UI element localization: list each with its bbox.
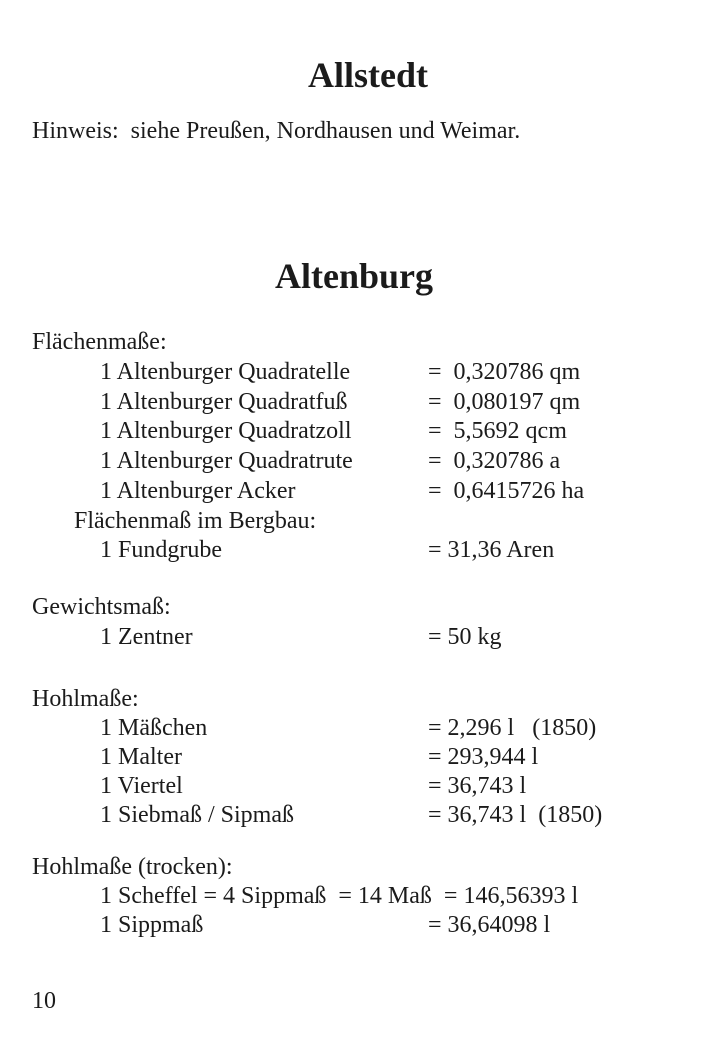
row-label: 1 Altenburger Quadratzoll [100,418,352,444]
row-value: = 50 kg [428,624,502,650]
row-label: 1 Altenburger Acker [100,478,296,504]
row-label: 1 Zentner [100,624,193,650]
measure-row: 1 Scheffel = 4 Sippmaß = 14 Maß = 146,56… [0,881,708,911]
row-label: 1 Scheffel = 4 Sippmaß = 14 Maß = 146,56… [100,883,579,909]
measure-row: 1 Altenburger Quadratzoll = 5,5692 qcm [0,416,708,446]
allstedt-title: Allstedt [308,55,428,95]
measure-row: 1 Mäßchen = 2,296 l (1850) [0,713,708,743]
altenburg-title: Altenburg [274,256,433,296]
measure-row: 1 Fundgrube = 31,36 Aren [0,535,708,565]
row-value: = 36,743 l (1850) [428,802,603,828]
row-label: 1 Mäßchen [100,715,208,741]
measure-row: 1 Malter = 293,944 l [0,742,708,772]
row-value: = 31,36 Aren [428,537,555,563]
row-label: 1 Siebmaß / Sipmaß [100,802,294,828]
measure-row: 1 Siebmaß / Sipmaß = 36,743 l (1850) [0,800,708,830]
measure-row: 1 Altenburger Quadratfuß = 0,080197 qm [0,387,708,417]
row-value: = 36,64098 l [428,912,551,938]
row-value: = 0,320786 a [428,448,561,474]
measure-row: 1 Altenburger Acker = 0,6415726 ha [0,476,708,506]
page-footer: 10 [0,986,708,1016]
section-heading: Hohlmaße: [32,686,139,712]
hohlmasse-trocken-heading: Hohlmaße (trocken): [0,852,708,882]
page-number: 10 [32,988,56,1014]
row-value: = 2,296 l (1850) [428,715,597,741]
row-label: 1 Sippmaß [100,912,204,938]
section-heading: Flächenmaße: [32,329,167,355]
measure-row: 1 Altenburger Quadratelle = 0,320786 qm [0,357,708,387]
row-value: = 5,5692 qcm [428,418,567,444]
measure-row: 1 Sippmaß = 36,64098 l [0,910,708,940]
allstedt-note: Hinweis: siehe Preußen, Nordhausen und W… [0,116,708,146]
gewichtsmass-heading: Gewichtsmaß: [0,592,708,622]
section-heading: Hohlmaße (trocken): [32,854,233,880]
flaechenmasse-heading: Flächenmaße: [0,327,708,357]
row-value: = 0,320786 qm [428,359,581,385]
measure-row: 1 Zentner = 50 kg [0,622,708,652]
row-value: = 36,743 l [428,773,527,799]
section-heading: Gewichtsmaß: [32,594,171,620]
flaechenmass-bergbau-subheading: Flächenmaß im Bergbau: [0,506,708,536]
hohlmasse-heading: Hohlmaße: [0,684,708,714]
row-label: 1 Malter [100,744,182,770]
row-label: 1 Altenburger Quadratelle [100,359,351,385]
row-label: 1 Altenburger Quadratfuß [100,389,348,415]
row-label: 1 Viertel [100,773,183,799]
row-value: = 0,6415726 ha [428,478,585,504]
measure-row: 1 Viertel = 36,743 l [0,771,708,801]
row-value: = 0,080197 qm [428,389,581,415]
row-value: = 293,944 l [428,744,539,770]
row-label: 1 Fundgrube [100,537,222,563]
measure-row: 1 Altenburger Quadratrute = 0,320786 a [0,446,708,476]
row-label: 1 Altenburger Quadratrute [100,448,353,474]
subsection-heading: Flächenmaß im Bergbau: [74,508,317,534]
note-text: Hinweis: siehe Preußen, Nordhausen und W… [32,118,521,144]
